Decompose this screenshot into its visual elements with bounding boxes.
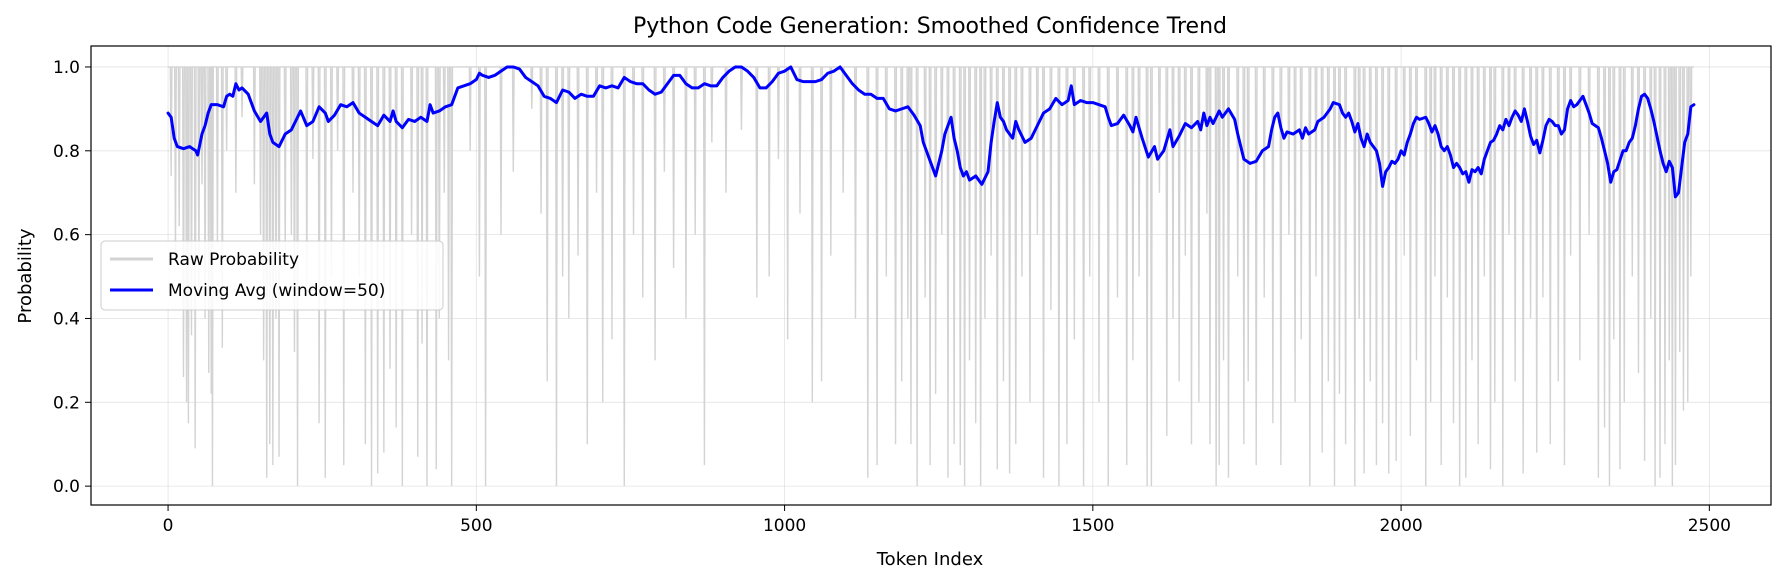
y-axis: 0.0 0.2 0.4 0.6 0.8 1.0 <box>53 58 91 497</box>
chart-title: Python Code Generation: Smoothed Confide… <box>633 14 1227 39</box>
x-tick-label: 1000 <box>763 516 806 536</box>
x-tick-label: 1500 <box>1071 516 1114 536</box>
y-tick-label: 0.2 <box>53 393 80 413</box>
y-tick-label: 0.6 <box>53 226 80 246</box>
legend: Raw Probability Moving Avg (window=50) <box>100 240 444 311</box>
plot-area <box>166 65 1696 487</box>
y-tick-label: 1.0 <box>53 58 80 78</box>
x-tick-label: 2500 <box>1688 516 1731 536</box>
series-raw-probability <box>168 66 1694 487</box>
y-tick-label: 0.4 <box>53 309 80 329</box>
x-axis: 0 500 1000 1500 2000 2500 <box>163 505 1731 536</box>
x-tick-label: 0 <box>163 516 174 536</box>
y-tick-label: 0.0 <box>53 477 80 497</box>
x-axis-label: Token Index <box>876 549 984 570</box>
series-moving-avg <box>166 65 1696 199</box>
legend-box <box>100 240 444 311</box>
y-tick-label: 0.8 <box>53 142 80 162</box>
y-axis-label: Probability <box>15 228 36 323</box>
legend-label-raw-probability: Raw Probability <box>168 250 299 270</box>
legend-label-moving-avg: Moving Avg (window=50) <box>168 281 385 301</box>
x-tick-label: 2000 <box>1379 516 1422 536</box>
plot-frame <box>90 45 1772 506</box>
x-tick-label: 500 <box>460 516 492 536</box>
